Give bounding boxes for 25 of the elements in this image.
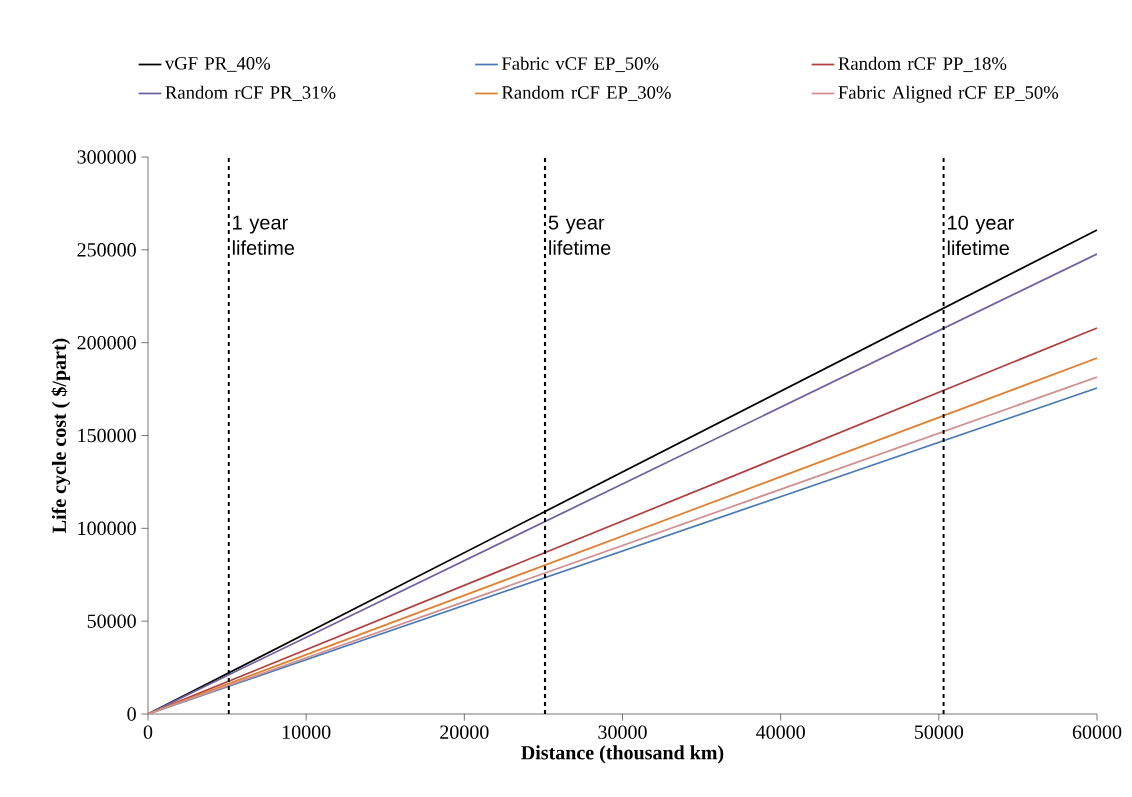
ref-line-label: 5 year lifetime <box>548 215 611 255</box>
y-tick-label: 50000 <box>87 614 136 628</box>
legend-label: Fabric vCF EP_50% <box>501 56 659 73</box>
legend-label: vGF PR_40% <box>164 56 271 72</box>
ref-line-label: 1 year lifetime <box>232 215 295 255</box>
y-tick-label: 0 <box>127 707 136 721</box>
y-tick-label: 250000 <box>77 243 136 257</box>
y-axis-title: Life cycle cost ( $/part) <box>51 338 71 533</box>
y-tick-label: 300000 <box>77 150 136 164</box>
y-tick-label: 100000 <box>78 521 136 536</box>
legend-label: Random rCF PP_18% <box>838 56 1007 73</box>
x-tick-label: 10000 <box>282 725 331 739</box>
y-tick-label: 200000 <box>77 335 136 350</box>
y-tick-label: 150000 <box>78 428 136 443</box>
x-tick-label: 50000 <box>915 725 964 739</box>
legend-label: Random rCF PR_31% <box>165 85 336 102</box>
x-tick-label: 60000 <box>1072 725 1122 739</box>
x-tick-label: 20000 <box>440 725 489 739</box>
x-tick-label: 30000 <box>598 725 647 739</box>
legend-label: Fabric Aligned rCF EP_50% <box>838 85 1059 103</box>
x-tick-label: 40000 <box>756 725 805 739</box>
legend-label: Random rCF EP_30% <box>501 85 671 102</box>
ref-line-label: 10 year lifetime <box>947 215 1014 256</box>
x-tick-label: 0 <box>143 725 153 739</box>
x-axis-title: Distance (thousand km) <box>521 745 724 764</box>
